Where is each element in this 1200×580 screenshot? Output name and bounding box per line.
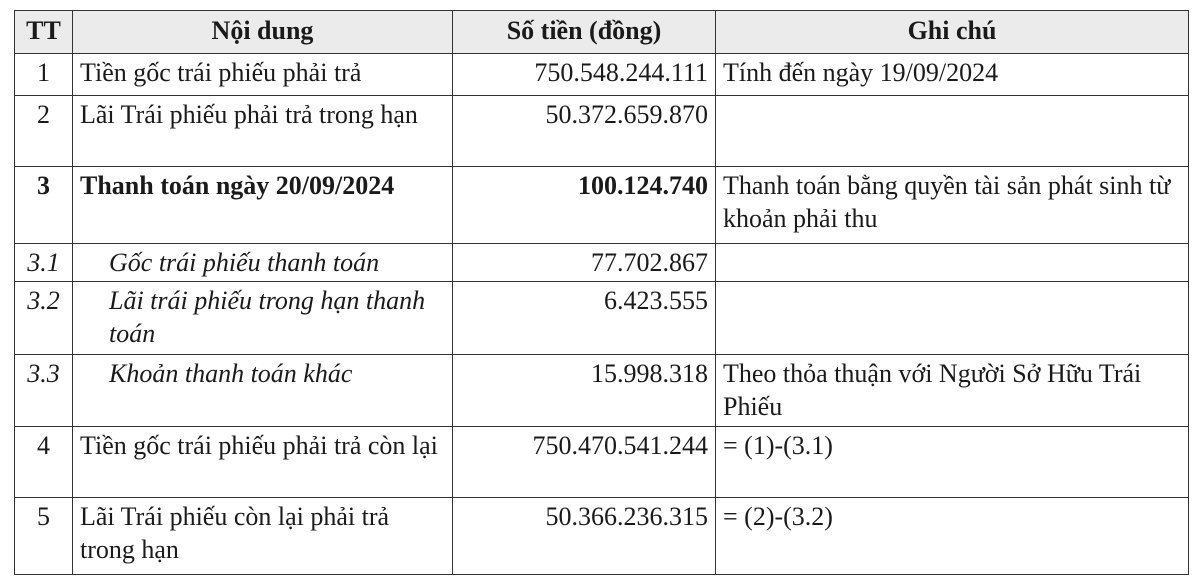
row-note: = (1)-(3.1) <box>715 426 1189 498</box>
row-tt: 5 <box>14 497 73 575</box>
row-amount: 6.423.555 <box>452 281 716 355</box>
row-note: Thanh toán bằng quyền tài sản phát sinh … <box>715 166 1189 244</box>
header-tt: TT <box>14 10 73 54</box>
row-tt: 3.2 <box>14 281 73 355</box>
row-amount: 750.470.541.244 <box>452 426 716 498</box>
row-amount: 50.366.236.315 <box>452 497 716 575</box>
row-note <box>715 95 1189 167</box>
table-row: 3.3 Khoản thanh toán khác 15.998.318 The… <box>14 354 1189 427</box>
row-content: Lãi Trái phiếu phải trả trong hạn <box>72 95 453 167</box>
table-row: 5 Lãi Trái phiếu còn lại phải trả trong … <box>14 497 1189 575</box>
row-content: Khoản thanh toán khác <box>72 354 453 427</box>
row-note: Tính đến ngày 19/09/2024 <box>715 53 1189 96</box>
row-note <box>715 243 1189 282</box>
header-amount: Số tiền (đồng) <box>452 10 716 54</box>
table-row: 2 Lãi Trái phiếu phải trả trong hạn 50.3… <box>14 95 1189 167</box>
row-content: Thanh toán ngày 20/09/2024 <box>72 166 453 244</box>
row-content: Lãi Trái phiếu còn lại phải trả trong hạ… <box>72 497 453 575</box>
table-row: 3.1 Gốc trái phiếu thanh toán 77.702.867 <box>14 243 1189 282</box>
row-tt: 3.3 <box>14 354 73 427</box>
bond-payment-table: TT Nội dung Số tiền (đồng) Ghi chú 1 Tiề… <box>14 10 1189 575</box>
row-note <box>715 281 1189 355</box>
row-tt: 2 <box>14 95 73 167</box>
row-note: = (2)-(3.2) <box>715 497 1189 575</box>
row-tt: 3 <box>14 166 73 244</box>
row-tt: 1 <box>14 53 73 96</box>
row-content: Lãi trái phiếu trong hạn thanh toán <box>72 281 453 355</box>
row-amount: 750.548.244.111 <box>452 53 716 96</box>
row-content: Gốc trái phiếu thanh toán <box>72 243 453 282</box>
header-content: Nội dung <box>72 10 453 54</box>
header-note: Ghi chú <box>715 10 1189 54</box>
row-content: Tiền gốc trái phiếu phải trả còn lại <box>72 426 453 498</box>
row-amount: 15.998.318 <box>452 354 716 427</box>
row-tt: 4 <box>14 426 73 498</box>
table-row: 3.2 Lãi trái phiếu trong hạn thanh toán … <box>14 281 1189 355</box>
table-row: 4 Tiền gốc trái phiếu phải trả còn lại 7… <box>14 426 1189 498</box>
row-amount: 50.372.659.870 <box>452 95 716 167</box>
row-amount: 77.702.867 <box>452 243 716 282</box>
table-row: 1 Tiền gốc trái phiếu phải trả 750.548.2… <box>14 53 1189 96</box>
table-row: 3 Thanh toán ngày 20/09/2024 100.124.740… <box>14 166 1189 244</box>
row-content: Tiền gốc trái phiếu phải trả <box>72 53 453 96</box>
header-row: TT Nội dung Số tiền (đồng) Ghi chú <box>14 10 1189 54</box>
row-tt: 3.1 <box>14 243 73 282</box>
row-note: Theo thỏa thuận với Người Sở Hữu Trái Ph… <box>715 354 1189 427</box>
row-amount: 100.124.740 <box>452 166 716 244</box>
